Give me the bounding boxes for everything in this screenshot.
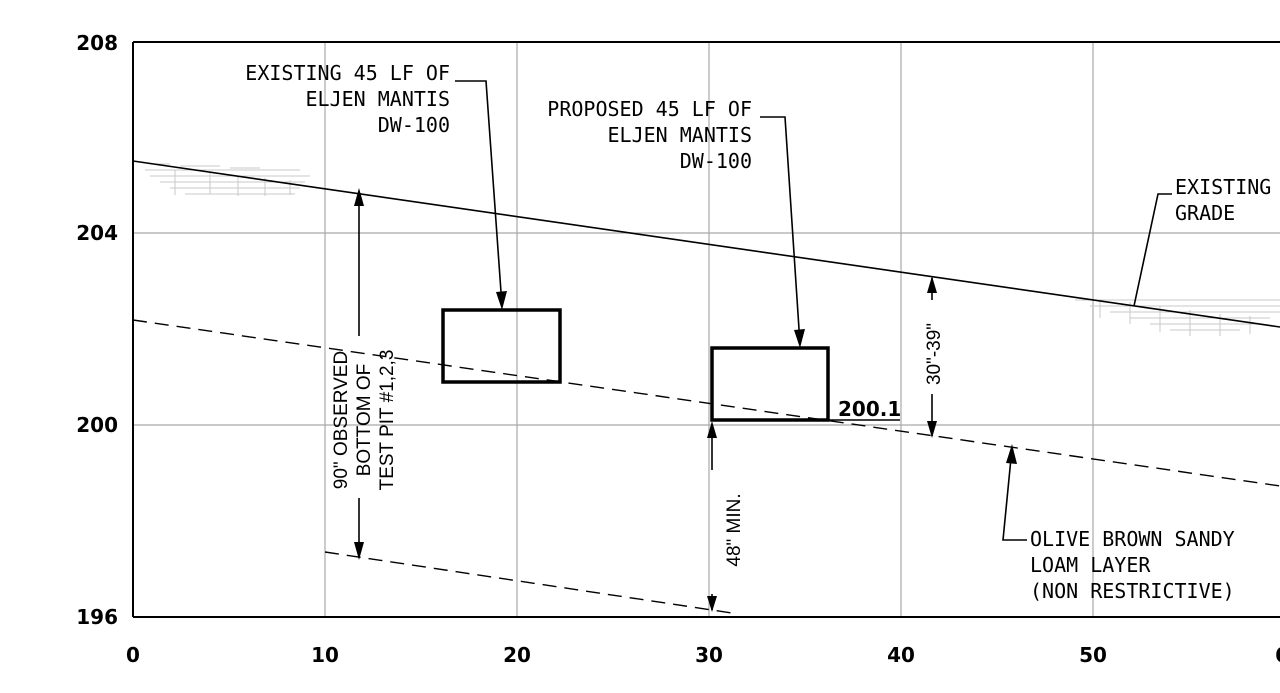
test-pit-bottom-line xyxy=(324,551,733,614)
arrowhead xyxy=(1006,444,1017,464)
existing-system-label-line2: ELJEN MANTIS xyxy=(306,87,451,111)
proposed-system-label-line3: DW-100 xyxy=(680,149,752,173)
arrowhead xyxy=(927,421,937,438)
separation-min-label: 48" MIN. xyxy=(724,493,745,566)
arrowhead xyxy=(354,542,364,560)
x-tick-label: 20 xyxy=(503,643,531,667)
x-tick-label: 0 xyxy=(126,643,140,667)
proposed-eljen-box xyxy=(710,346,830,422)
arrowhead xyxy=(927,276,937,293)
separation-range-label: 30"-39" xyxy=(924,323,945,385)
x-tick-label: 6 xyxy=(1275,643,1280,667)
existing-system-leader xyxy=(455,80,503,307)
soil-layer-line xyxy=(132,319,1280,487)
bottom-elevation-label: 200.1 xyxy=(838,397,901,421)
soil-layer-label-line3: (NON RESTRICTIVE) xyxy=(1030,579,1235,603)
arrowhead xyxy=(794,329,805,348)
test-pit-label-line1: 90" OBSERVED xyxy=(331,351,352,489)
ground-hatch-right xyxy=(1075,299,1280,336)
existing-eljen-box xyxy=(441,308,562,384)
ground-hatch-left xyxy=(145,163,310,196)
y-tick-label: 196 xyxy=(76,605,118,629)
existing-grade-label-line2: GRADE xyxy=(1175,201,1235,225)
proposed-system-label-line1: PROPOSED 45 LF OF xyxy=(547,97,752,121)
grid xyxy=(133,42,1280,617)
proposed-system-label-line2: ELJEN MANTIS xyxy=(608,123,753,147)
x-tick-label: 10 xyxy=(311,643,339,667)
existing-grade-line xyxy=(132,160,1280,328)
existing-grade-label-line1: EXISTING xyxy=(1175,175,1271,199)
existing-system-label-line3: DW-100 xyxy=(378,113,450,137)
x-tick-label: 40 xyxy=(887,643,915,667)
arrowhead xyxy=(707,421,717,438)
proposed-system-leader xyxy=(760,116,801,345)
existing-grade-leader xyxy=(1133,193,1172,307)
y-tick-label: 208 xyxy=(76,31,118,55)
x-tick-label: 30 xyxy=(695,643,723,667)
arrowhead xyxy=(496,291,507,310)
test-pit-label-line3: TEST PIT #1,2,3 xyxy=(377,350,398,491)
existing-system-label-line1: EXISTING 45 LF OF xyxy=(245,61,450,85)
x-tick-label: 50 xyxy=(1079,643,1107,667)
arrowhead xyxy=(707,596,717,612)
arrowhead xyxy=(354,188,364,206)
soil-layer-label-line2: LOAM LAYER xyxy=(1030,553,1151,577)
test-pit-label-line2: BOTTOM OF xyxy=(354,364,375,477)
soil-layer-label-line1: OLIVE BROWN SANDY xyxy=(1030,527,1235,551)
soil-layer-leader xyxy=(1002,447,1027,541)
y-tick-label: 204 xyxy=(76,221,118,245)
y-tick-label: 200 xyxy=(76,413,118,437)
